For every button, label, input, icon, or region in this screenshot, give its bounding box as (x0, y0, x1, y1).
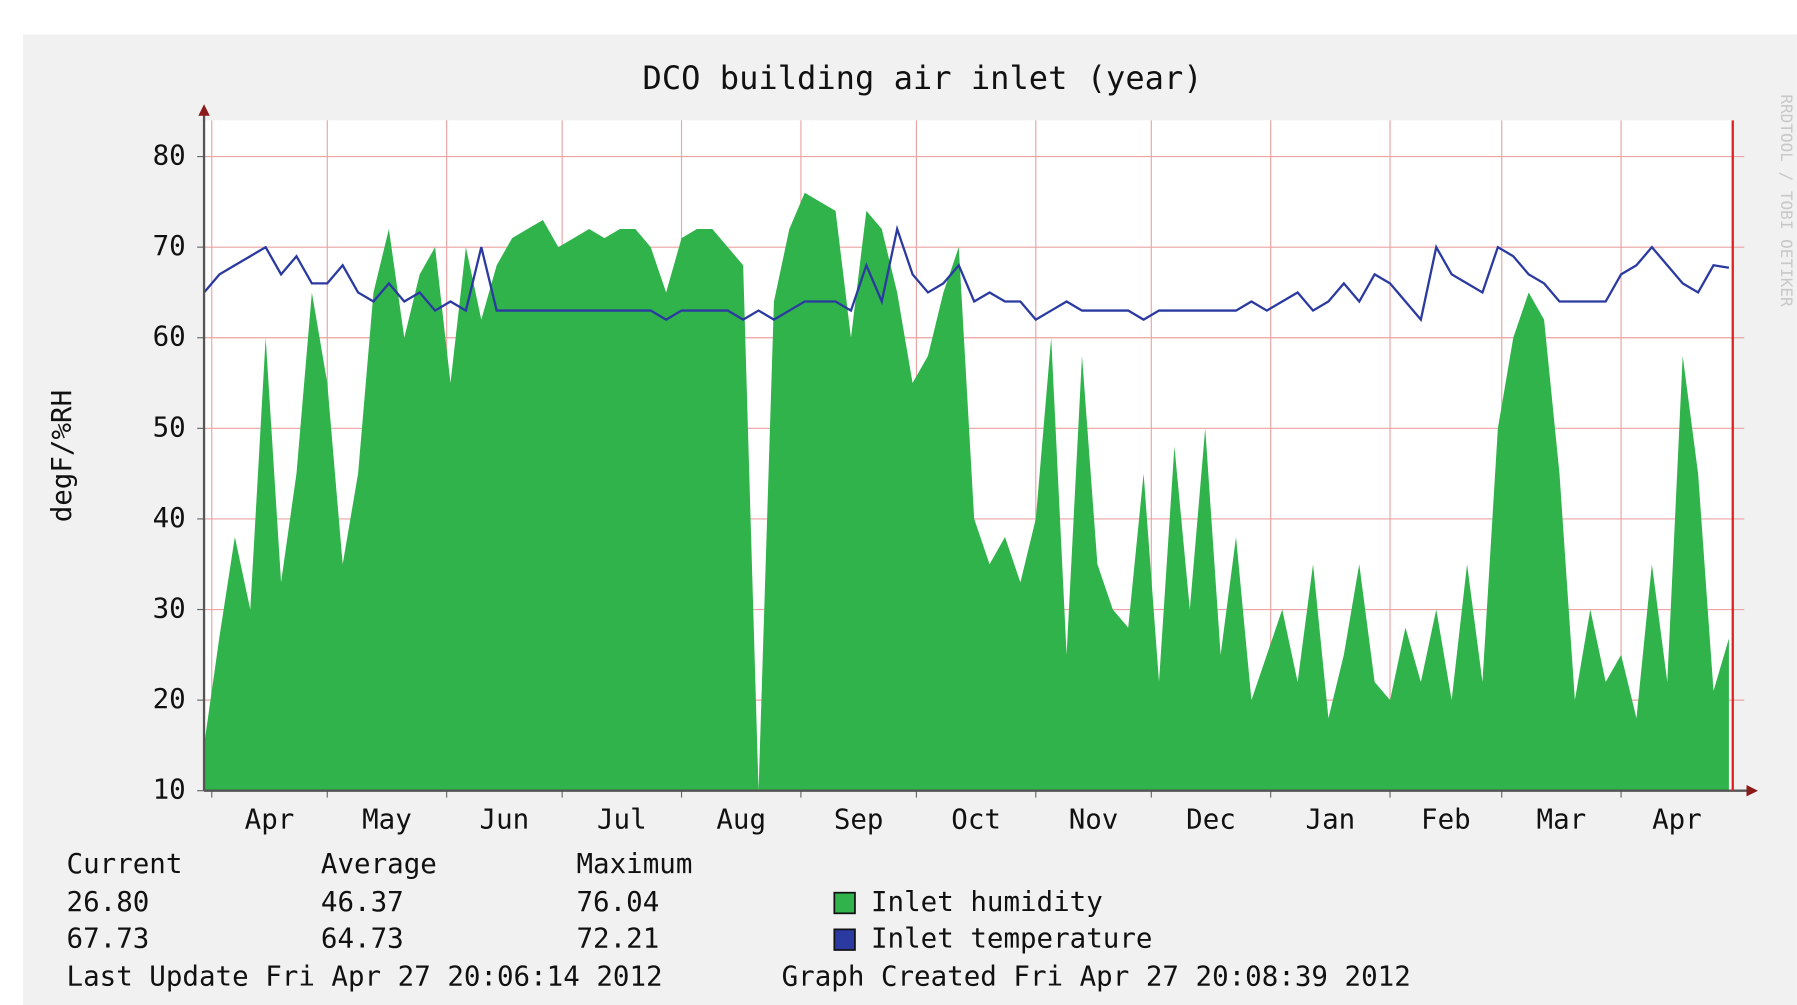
stats-header: Maximum (576, 848, 692, 880)
axes: 10 20 30 40 50 60 70 80 Apr May Jun Jul Aug Sep Oct Nov… (153, 104, 1758, 836)
y-tick-label: 70 (153, 230, 186, 262)
humidity-area (204, 192, 1729, 791)
stats-value: 46.37 (321, 886, 404, 918)
x-tick-label: Nov (1069, 804, 1119, 836)
x-tick-label: Apr (1652, 804, 1702, 836)
y-tick-label: 30 (153, 593, 186, 625)
x-tick-label: Apr (245, 804, 295, 836)
stats-value: 72.21 (576, 923, 659, 955)
x-tick-label: Feb (1421, 804, 1471, 836)
x-tick-label: Mar (1537, 804, 1587, 836)
y-tick-label: 40 (153, 502, 186, 534)
stats-value: 76.04 (576, 886, 659, 918)
legend-swatch (833, 928, 856, 951)
x-tick-label: Sep (834, 804, 884, 836)
y-tick-label: 20 (153, 683, 186, 715)
chart-title: DCO building air inlet (year) (643, 59, 1203, 97)
x-tick-label: May (362, 804, 412, 836)
y-arrow (198, 104, 210, 116)
legend-label: Inlet humidity (871, 886, 1103, 918)
footer-update: Last Update Fri Apr 27 20:06:14 2012 (67, 960, 663, 992)
stats-header: Current (67, 848, 183, 880)
y-tick-label: 80 (153, 140, 186, 172)
temperature-line (203, 224, 1730, 323)
stats-value: 64.73 (321, 923, 404, 955)
legend-label: Inlet temperature (871, 923, 1152, 955)
legend-swatch (833, 891, 856, 915)
x-tick-label: Aug (716, 804, 766, 836)
x-tick-label: Jan (1306, 804, 1356, 836)
x-tick-label: Jul (597, 804, 647, 836)
x-tick-label: Jun (480, 804, 530, 836)
marks (203, 192, 1730, 791)
footer-created: Graph Created Fri Apr 27 20:08:39 2012 (782, 960, 1411, 992)
x-tick-label: Oct (951, 804, 1001, 836)
y-tick-label: 50 (153, 411, 186, 443)
x-tick-label: Dec (1186, 804, 1236, 836)
stats-header: Average (321, 848, 437, 880)
legend: Current Average Maximum 26.80 46.37 76.04 Inle… (67, 848, 1411, 992)
y-axis-label: degF/%RH (46, 390, 78, 522)
y-tick-label: 10 (153, 774, 186, 806)
y-tick-label: 60 (153, 321, 186, 353)
x-arrow (1746, 784, 1758, 797)
stats-value: 67.73 (67, 923, 150, 955)
stats-value: 26.80 (67, 886, 150, 918)
watermark: RRDTOOL / TOBI OETIKER (1777, 94, 1796, 307)
